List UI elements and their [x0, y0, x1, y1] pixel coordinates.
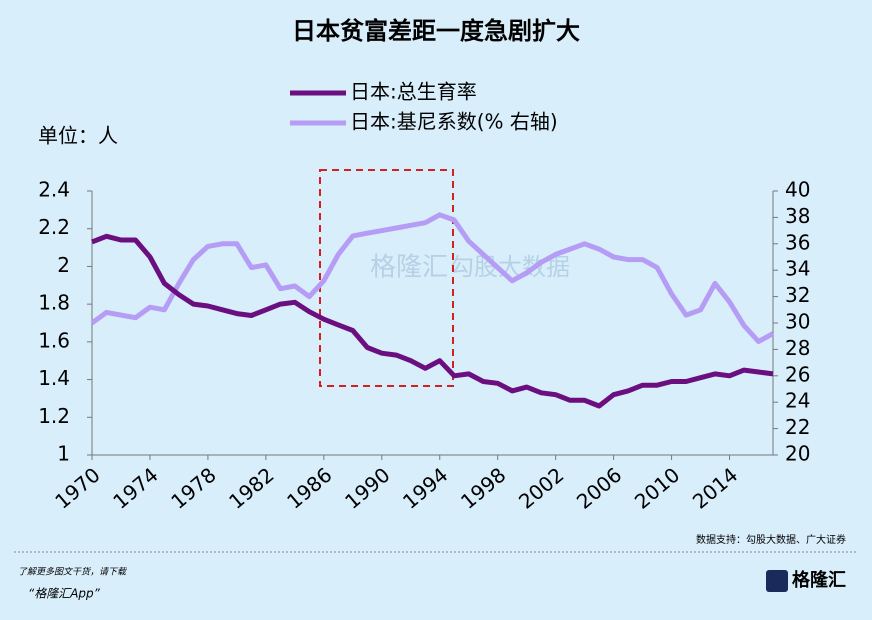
y-tick-label: 1: [57, 442, 70, 466]
y2-tick-label: 40: [785, 178, 810, 202]
x-tick-label: 1998: [456, 463, 510, 514]
y-tick-label: 1.8: [38, 291, 70, 315]
y2-tick-label: 24: [785, 389, 810, 413]
series-line: [91, 233, 774, 409]
y-tick-label: 2.4: [38, 178, 70, 202]
y2-tick-label: 36: [785, 230, 810, 254]
y2-tick-label: 20: [785, 442, 810, 466]
logo: 格隆汇: [792, 569, 846, 591]
x-tick-label: 1982: [224, 463, 278, 514]
watermark: 格隆汇: [370, 253, 448, 283]
y2-tick-label: 22: [785, 415, 810, 439]
y2-tick-label: 30: [785, 310, 810, 334]
source: 数据支持：勾股大数据、广大证券: [696, 533, 846, 546]
y-tick-label: 1.4: [38, 366, 70, 390]
y2-tick-label: 28: [785, 336, 810, 360]
y2-tick-label: 26: [785, 362, 810, 386]
highlight-box: [319, 169, 454, 387]
x-tick-label: 1986: [282, 463, 336, 514]
series-line: [90, 212, 775, 344]
x-tick-label: 1994: [398, 463, 452, 514]
y2-tick-label: 34: [785, 257, 810, 281]
unit-label: 单位：人: [38, 124, 118, 148]
x-tick-label: 1970: [50, 463, 104, 514]
x-tick-label: 1978: [166, 463, 220, 514]
x-tick-label: 2002: [514, 463, 568, 514]
footer-text: “格隆汇App”: [28, 587, 101, 601]
x-tick-label: 1974: [108, 463, 162, 514]
y-tick-label: 1.2: [38, 404, 70, 428]
y2-tick-label: 38: [785, 204, 810, 228]
y-tick-label: 2: [57, 253, 70, 277]
x-tick-label: 2010: [630, 463, 684, 514]
x-tick-label: 2006: [572, 463, 626, 514]
footer-text: 了解更多图文干货，请下载: [18, 567, 127, 578]
y2-tick-label: 32: [785, 283, 810, 307]
legend-label: 日本:基尼系数(% 右轴): [350, 110, 558, 134]
logo-icon: [766, 570, 788, 592]
y-tick-label: 2.2: [38, 215, 70, 239]
x-tick-label: 1990: [340, 463, 394, 514]
legend-label: 日本:总生育率: [350, 80, 477, 104]
y-tick-label: 1.6: [38, 328, 70, 352]
x-tick-label: 2014: [688, 463, 742, 514]
chart-title: 日本贫富差距一度急剧扩大: [292, 17, 580, 45]
